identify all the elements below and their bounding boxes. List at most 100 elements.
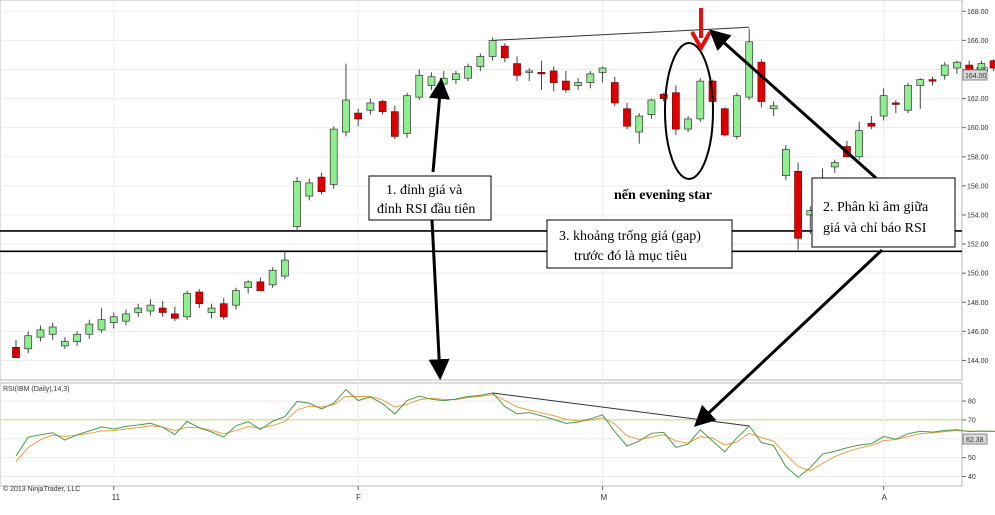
callout-2-line-2: giá và chỉ báo RSI [823, 221, 927, 236]
red-down-arrow-icon [690, 8, 712, 53]
last-rsi-label: 62.38 [966, 437, 984, 444]
last-price-badge [962, 69, 988, 81]
x-tick-label: 11 [112, 493, 121, 502]
arrow-to-second-rsi-peak [693, 248, 884, 427]
candle-body [305, 182, 314, 197]
candle-body [122, 313, 130, 322]
candle-body [659, 93, 668, 99]
candle-body [635, 115, 644, 133]
x-tick-label: F [356, 493, 361, 502]
rsi-tick-label: 80 [968, 399, 976, 406]
candle-body [696, 80, 705, 120]
candle-body [830, 162, 839, 168]
candle-body [317, 176, 326, 193]
candle-body [24, 335, 33, 350]
candle-body [867, 122, 876, 127]
candle-body [769, 105, 778, 110]
candle-body [195, 291, 204, 305]
candle-body [745, 41, 754, 98]
candle-body [109, 316, 118, 323]
candle-body [85, 323, 94, 335]
candle-body [782, 149, 790, 177]
arrow-to-price-peak [429, 77, 450, 173]
candle-body [134, 307, 143, 313]
evening-star-ellipse [664, 42, 714, 180]
candle-body [390, 111, 399, 137]
candle-body [537, 72, 546, 75]
candle-body [61, 341, 69, 347]
candle-body [232, 290, 240, 306]
y-axis-ticks: 144.00 146.00 148.00 150.00 152.00 154.00 156.… [962, 9, 989, 481]
candle-body [48, 326, 57, 335]
price-tick-label: 146.00 [967, 329, 989, 336]
price-tick-label: 158.00 [967, 154, 989, 161]
price-tick-label: 154.00 [967, 212, 989, 219]
candle-body [354, 112, 363, 120]
rsi-lines [15, 388, 995, 478]
rsi-signal-line [15, 393, 995, 472]
callout-1-line-1: 1. đỉnh giá và [386, 183, 463, 198]
x-tick-label: M [601, 493, 608, 502]
candle-body [183, 293, 191, 318]
rsi-tick-label: 70 [968, 417, 976, 424]
candle-body [928, 79, 937, 82]
last-price-label: 164.00 [965, 73, 987, 80]
candle-body [672, 92, 680, 130]
candle-body [280, 259, 289, 277]
candle-body [293, 181, 301, 227]
candle-body [488, 40, 497, 57]
candle-body [97, 319, 106, 331]
candle-body [733, 95, 741, 137]
price-tick-label: 166.00 [967, 38, 989, 45]
candle-body [513, 63, 521, 76]
candle-body [623, 108, 631, 127]
price-tick-label: 148.00 [967, 300, 989, 307]
arrow-to-second-price-peak [708, 29, 877, 180]
candle-body [342, 99, 350, 133]
candle-body [268, 269, 277, 286]
candle-body [171, 313, 179, 319]
rsi-tick-label: 40 [968, 474, 976, 481]
candle-body [549, 70, 558, 83]
callout-2-line-1: 2. Phân kì âm giữa [823, 200, 929, 215]
price-tick-label: 162.00 [967, 96, 989, 103]
price-tick-label: 168.00 [967, 9, 989, 16]
last-rsi-badge [962, 433, 988, 445]
price-tick-label: 152.00 [967, 242, 989, 249]
candle-body [977, 63, 986, 70]
candle-body [146, 304, 155, 312]
price-tick-label: 156.00 [967, 183, 989, 190]
candle-body [366, 102, 375, 111]
callout-1-line-2: đỉnh RSI đầu tiên [377, 202, 475, 217]
candle-body [562, 80, 570, 91]
candle-body [207, 307, 216, 313]
price-tick-label: 160.00 [967, 125, 989, 132]
candle-body [647, 99, 656, 115]
candle-body [329, 128, 338, 185]
candle-body [415, 74, 424, 98]
candle-body [757, 61, 766, 102]
candle-body [610, 82, 619, 104]
price-peak-trendline [492, 26, 750, 41]
candle-body [403, 95, 411, 134]
evening-star-label: nến evening star [614, 188, 712, 203]
candle-body [36, 329, 45, 338]
candle-body [464, 66, 472, 79]
candle-body [525, 70, 534, 73]
rsi-tick-label: 50 [968, 455, 976, 462]
grid [0, 0, 962, 486]
arrow-to-rsi-peak [428, 219, 450, 381]
candle-body [574, 82, 582, 86]
candle-body [879, 95, 888, 117]
callout-3-line-2: trước đó là mục tiêu [574, 249, 687, 264]
candle-body [953, 61, 961, 69]
candle-body [476, 56, 485, 67]
candle-body [794, 170, 802, 239]
candle-body [244, 281, 253, 289]
candle-body [427, 76, 436, 86]
callout-3-line-1: 3. khoảng trống giá (gap) [559, 229, 701, 244]
rsi-panel [0, 382, 963, 487]
callout-box-2 [811, 177, 956, 248]
candle-body [219, 303, 228, 318]
candle-body [378, 101, 387, 113]
